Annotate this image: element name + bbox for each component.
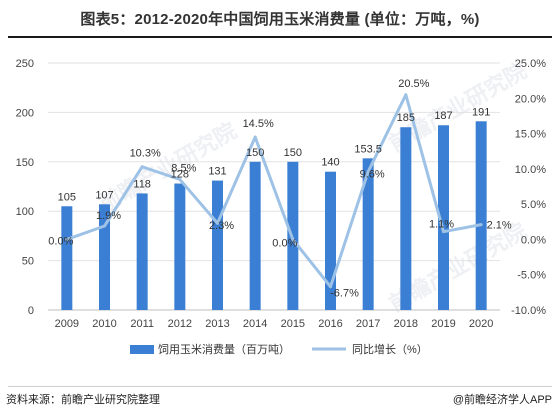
y-right-tick-label: 0.0% <box>521 234 546 246</box>
bar <box>325 171 336 310</box>
growth-point <box>479 223 483 227</box>
y-right-tick-label: 25.0% <box>515 58 546 70</box>
y-right-tick-label: -10.0% <box>511 305 546 317</box>
growth-value-label: 14.5% <box>243 118 274 130</box>
title-divider <box>8 36 552 38</box>
bar-value-label: 185 <box>397 112 415 124</box>
x-tick-label: 2016 <box>318 318 342 330</box>
bar <box>475 121 487 311</box>
y-right-tick-label: 15.0% <box>515 129 546 141</box>
legend-line-label: 同比增长（%） <box>352 342 428 356</box>
x-tick-label: 2009 <box>55 318 79 330</box>
y-left-tick-label: 150 <box>16 157 34 169</box>
growth-value-label: 2.1% <box>487 220 512 232</box>
bar <box>400 127 412 310</box>
growth-value-label: 0.0% <box>48 235 73 247</box>
x-tick-label: 2010 <box>92 318 116 330</box>
growth-point <box>65 237 69 241</box>
growth-value-label: 0.0% <box>272 237 297 249</box>
y-left-tick-label: 250 <box>16 58 34 70</box>
bar-value-label: 187 <box>434 110 452 122</box>
bar-value-label: 105 <box>58 191 76 203</box>
bar-value-label: 140 <box>321 157 339 169</box>
x-tick-label: 2014 <box>243 318 267 330</box>
footer-divider <box>8 386 552 387</box>
combo-chart: 0 50 100 150 200 250 -10.0% -5.0% 0.0% 5.0% 10.0% 1… <box>16 58 547 356</box>
bar-value-label: 107 <box>95 189 113 201</box>
growth-point <box>442 230 445 234</box>
growth-point <box>216 221 219 225</box>
growth-point <box>253 135 257 139</box>
bar <box>212 180 223 310</box>
bar <box>61 206 73 310</box>
bar-value-label: 118 <box>133 178 151 190</box>
growth-value-label: 1.1% <box>429 219 454 231</box>
bar-value-label: 153.5 <box>354 143 382 155</box>
growth-point <box>366 170 370 174</box>
bar <box>174 183 186 310</box>
legend-bar-swatch <box>130 345 154 354</box>
x-tick-label: 2019 <box>431 318 455 330</box>
bar-value-label: 131 <box>208 166 226 178</box>
chart-title: 图表5：2012-2020年中国饲用玉米消费量 (单位：万吨，%) <box>80 11 480 28</box>
bar <box>249 161 261 310</box>
x-tick-label: 2017 <box>356 318 380 330</box>
x-tick-label: 2012 <box>168 318 192 330</box>
growth-value-label: 8.5% <box>171 162 196 174</box>
growth-value-label: 9.6% <box>360 169 385 181</box>
x-tick-label: 2015 <box>281 318 305 330</box>
x-tick-label: 2018 <box>394 318 418 330</box>
bar-value-label: 150 <box>284 147 302 159</box>
y-right-tick-label: 5.0% <box>521 199 546 211</box>
growth-value-label: 2.3% <box>209 220 234 232</box>
growth-value-label: 1.9% <box>96 210 121 222</box>
growth-line <box>66 93 482 289</box>
growth-value-label: 20.5% <box>398 78 429 90</box>
credit-note: @前瞻经济学人APP <box>452 394 552 406</box>
growth-point <box>329 285 332 289</box>
growth-point <box>178 177 182 181</box>
y-left-tick-label: 0 <box>28 305 34 317</box>
bar-value-label: 191 <box>472 106 490 118</box>
x-tick-label: 2020 <box>469 318 493 330</box>
y-left-tick-label: 200 <box>16 107 34 119</box>
growth-point <box>140 165 144 169</box>
y-right-tick-label: -5.0% <box>517 270 546 282</box>
x-tick-label: 2013 <box>205 318 229 330</box>
growth-point <box>103 224 106 228</box>
bar-value-label: 128 <box>171 169 189 181</box>
y-left-tick-label: 50 <box>22 256 34 268</box>
y-right-tick-label: 10.0% <box>515 164 546 176</box>
y-left-tick-label: 100 <box>16 206 34 218</box>
bar <box>362 158 374 310</box>
x-tick-label: 2011 <box>130 318 154 330</box>
bar <box>99 204 110 310</box>
source-note: 资料来源：前瞻产业研究院整理 <box>6 394 160 406</box>
growth-value-label: 10.3% <box>130 148 161 160</box>
bar <box>136 193 148 310</box>
bar-value-label: 150 <box>246 147 264 159</box>
bar <box>438 125 449 310</box>
growth-point <box>291 237 295 241</box>
y-right-tick-label: 20.0% <box>515 93 546 105</box>
growth-point <box>404 93 408 97</box>
growth-value-label: -6.7% <box>330 288 359 300</box>
legend-bar-label: 饲用玉米消费量（百万吨） <box>158 342 290 356</box>
